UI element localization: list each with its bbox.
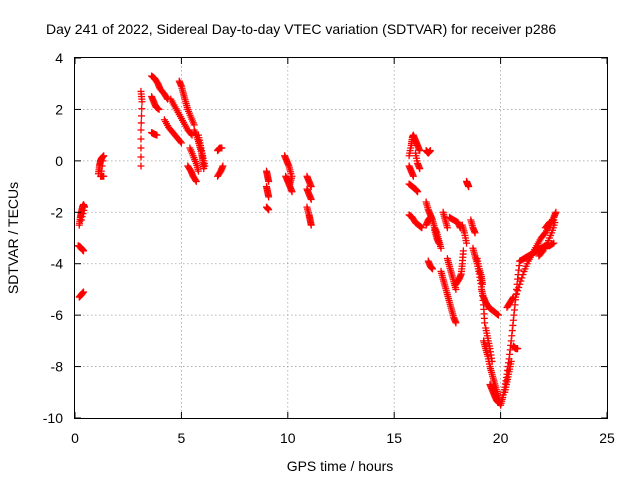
data-point (307, 183, 315, 191)
data-point (513, 290, 521, 298)
data-points (74, 72, 560, 409)
data-point (443, 224, 451, 232)
data-point (218, 144, 226, 152)
data-point (137, 126, 145, 134)
data-point (100, 172, 108, 180)
data-point (515, 284, 523, 291)
data-point (494, 311, 502, 319)
data-point (138, 98, 146, 106)
data-point (552, 208, 560, 216)
data-point (138, 112, 145, 120)
data-point (201, 162, 209, 170)
grid-lines (75, 58, 607, 418)
data-point (138, 105, 146, 113)
data-point (153, 131, 161, 139)
data-point (98, 162, 106, 170)
data-point (409, 172, 417, 180)
x-tick-label: 0 (71, 430, 79, 446)
y-tick-label: 2 (55, 101, 63, 117)
y-axis-label: SDTVAR / TECUs (5, 182, 21, 294)
data-point (137, 153, 145, 161)
data-point (481, 319, 489, 327)
y-tick-label: -2 (51, 204, 64, 220)
data-point (155, 105, 163, 113)
data-point (191, 176, 199, 184)
data-point (137, 135, 145, 143)
x-tick-label: 5 (178, 430, 186, 446)
data-point (414, 188, 422, 196)
data-point (177, 139, 185, 147)
x-tick-labels: 0 5 10 15 20 25 (71, 430, 615, 446)
data-point (99, 157, 107, 165)
data-point (288, 188, 296, 196)
data-point (518, 274, 526, 282)
data-point (514, 345, 522, 353)
x-tick-label: 10 (280, 430, 296, 446)
y-tick-label: -4 (51, 256, 64, 272)
data-point (488, 357, 496, 365)
data-point (288, 172, 296, 180)
data-point (265, 177, 273, 185)
data-point (265, 193, 273, 201)
data-point (78, 213, 86, 221)
data-point (550, 216, 558, 224)
y-tick-label: -10 (43, 410, 63, 426)
data-point (100, 152, 108, 160)
data-point (219, 162, 227, 170)
data-point (519, 271, 527, 279)
chart-title: Day 241 of 2022, Sidereal Day-to-day VTE… (46, 21, 556, 37)
x-tick-label: 25 (599, 430, 615, 446)
data-point (79, 210, 87, 218)
y-tick-label: -8 (51, 359, 64, 375)
data-point (452, 319, 460, 327)
data-point (429, 265, 437, 273)
data-point (550, 239, 558, 247)
data-point (307, 195, 315, 203)
data-point (471, 229, 479, 237)
y-tick-label: 4 (55, 50, 63, 66)
data-point (416, 165, 424, 173)
data-point (418, 224, 426, 232)
data-point (426, 213, 434, 221)
data-point (463, 239, 471, 247)
y-tick-label: -6 (51, 307, 64, 323)
data-point (137, 144, 145, 152)
data-point (80, 288, 88, 296)
data-point (437, 244, 445, 252)
data-point (81, 203, 89, 211)
data-point (194, 167, 202, 175)
data-point (176, 138, 184, 146)
data-point (77, 216, 85, 224)
data-point (163, 94, 171, 102)
x-tick-label: 20 (493, 430, 509, 446)
data-point (265, 206, 273, 214)
data-point (465, 183, 473, 191)
data-point (137, 162, 145, 170)
y-tick-labels: -10 -8 -6 -4 -2 0 2 4 (43, 50, 63, 426)
data-point (192, 177, 200, 185)
data-point (80, 247, 88, 255)
data-point (479, 280, 487, 288)
data-point (426, 147, 434, 155)
data-point (507, 357, 515, 365)
data-point (80, 206, 88, 214)
data-point (307, 221, 315, 229)
plot-frame (74, 57, 608, 419)
y-tick-label: 0 (55, 153, 63, 169)
axis-ticks (74, 57, 608, 419)
x-tick-label: 15 (386, 430, 402, 446)
data-point (137, 119, 145, 127)
data-point (459, 247, 467, 255)
data-point (511, 293, 519, 301)
data-point (514, 287, 522, 295)
x-axis-label: GPS time / hours (287, 458, 394, 474)
data-point (435, 239, 443, 247)
data-point (416, 147, 424, 155)
data-point (517, 277, 525, 285)
data-point (516, 280, 524, 288)
